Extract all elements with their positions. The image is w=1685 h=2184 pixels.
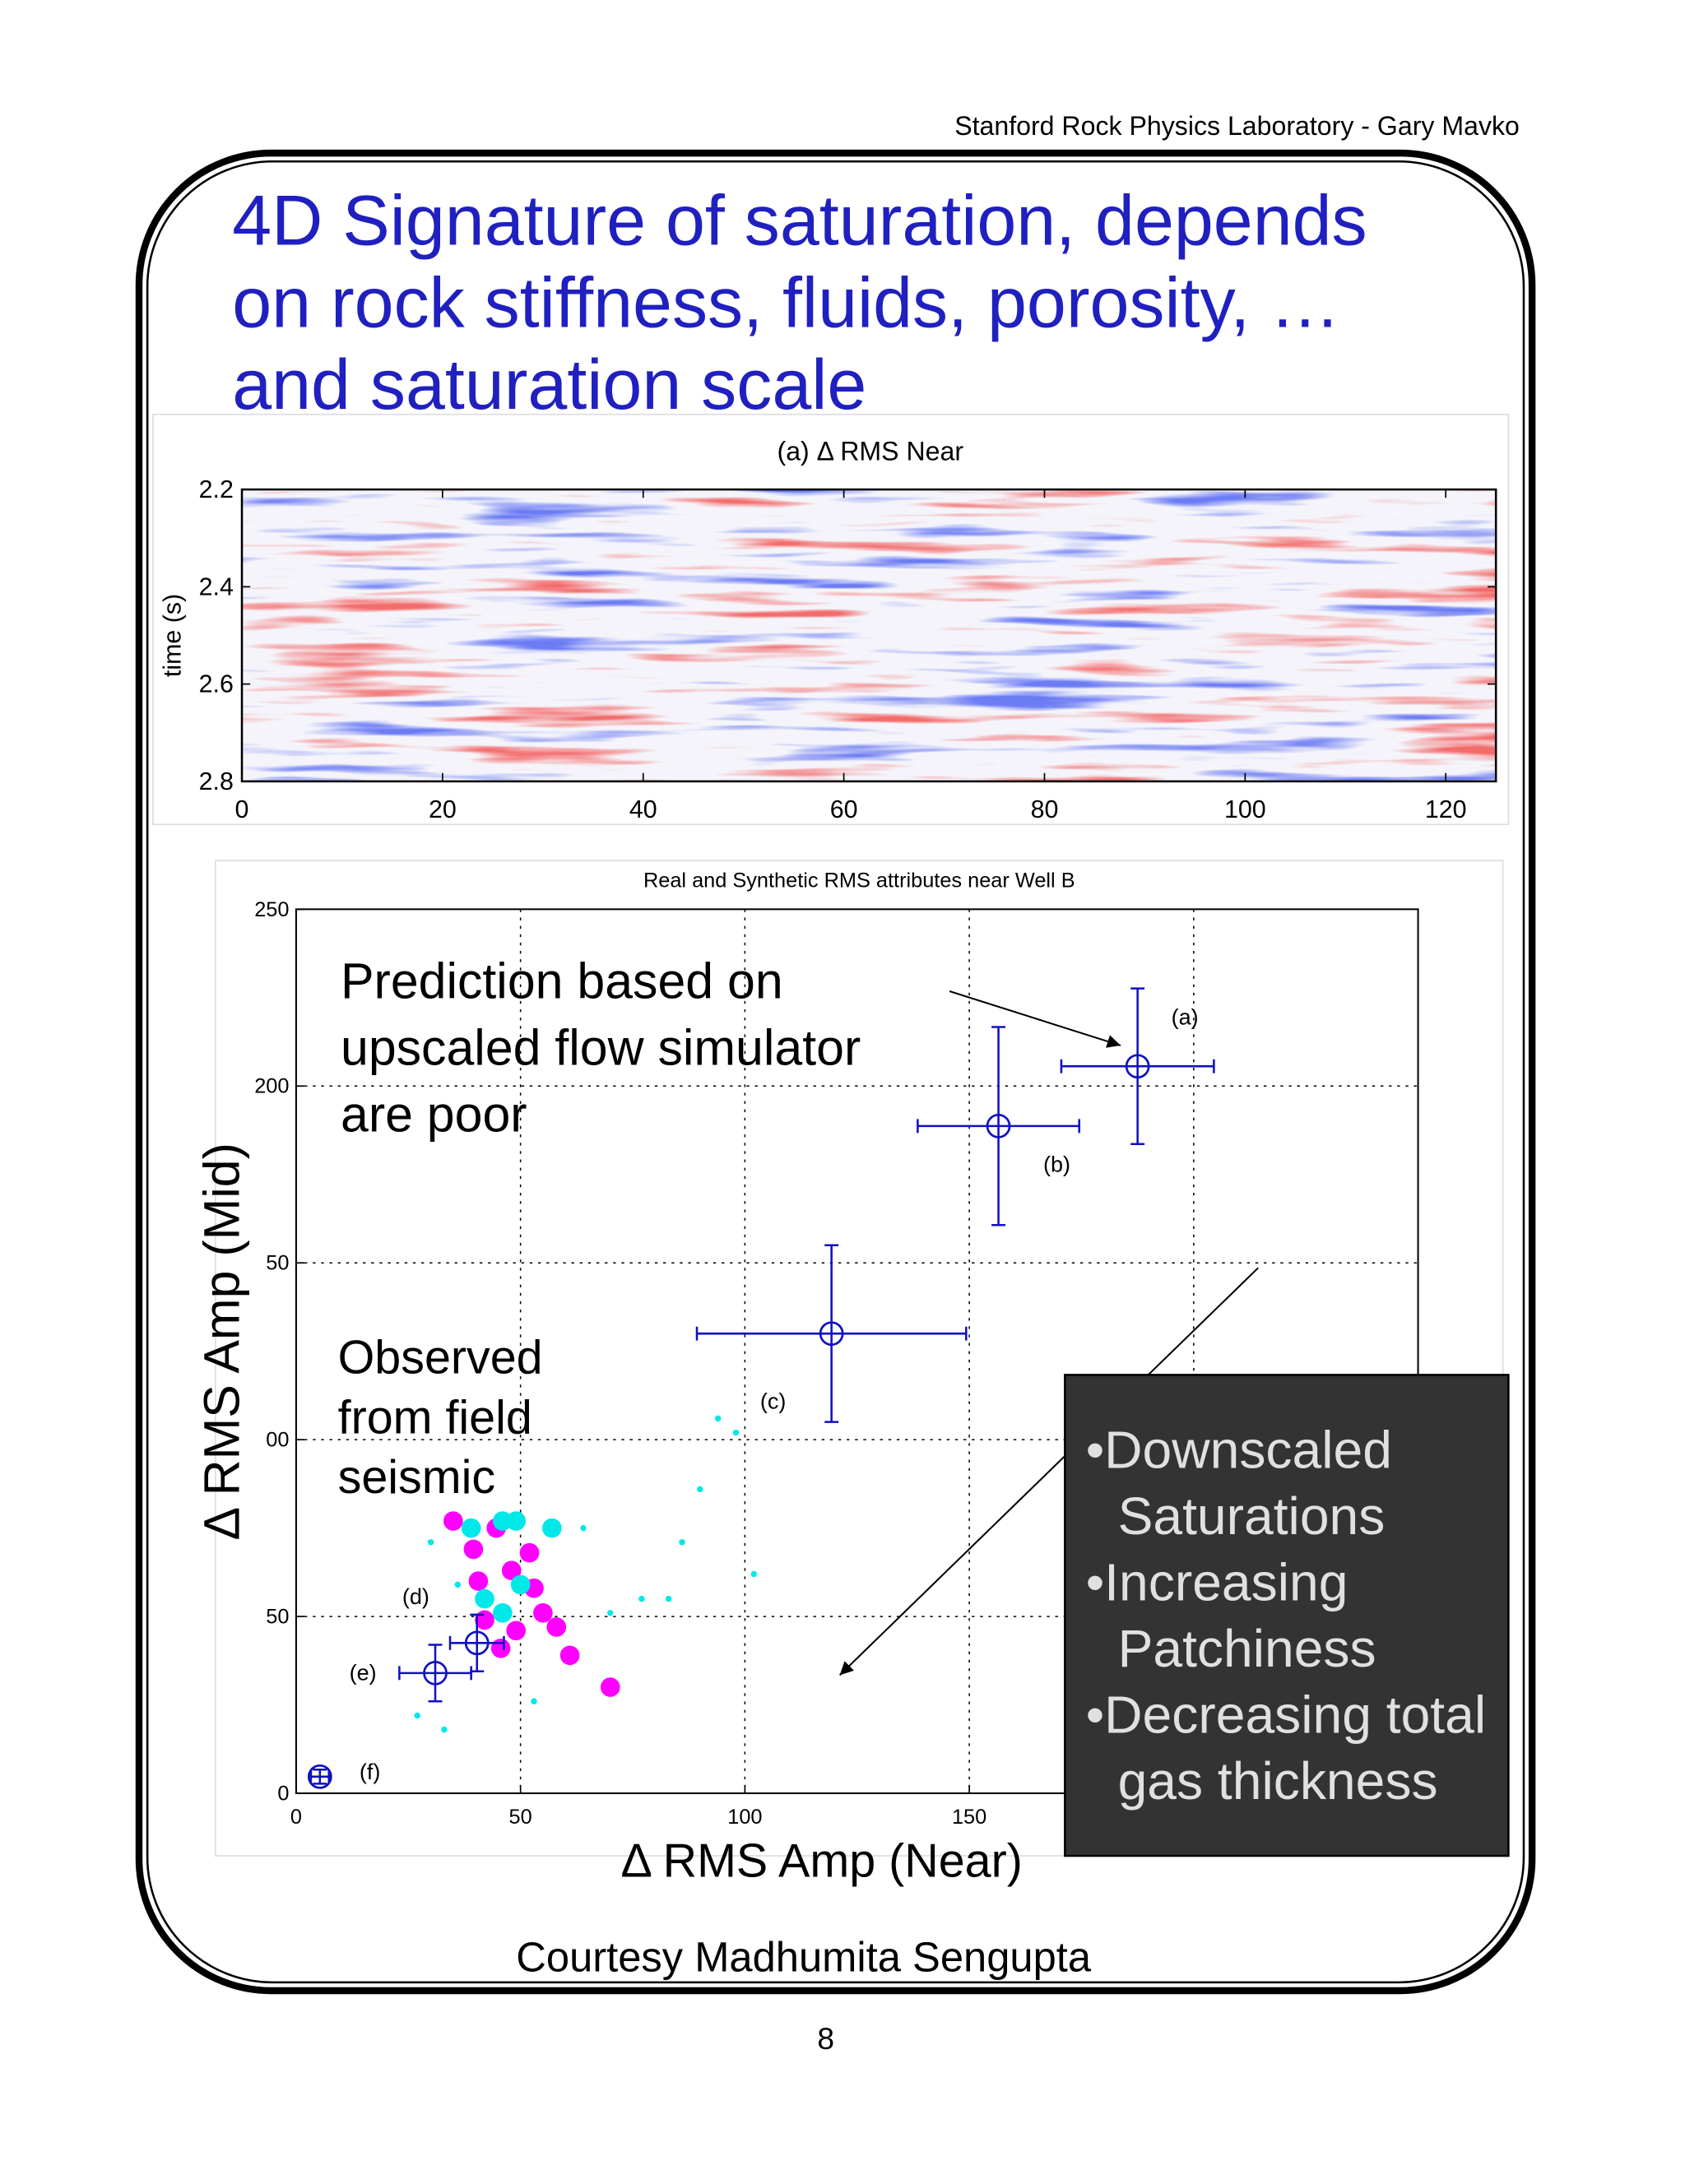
point-label: (d) <box>402 1584 429 1609</box>
y-tick-label: 50 <box>266 1606 289 1629</box>
annotation: seismic <box>338 1451 495 1504</box>
scatter-point <box>506 1511 527 1531</box>
x-tick-label: 40 <box>629 795 657 823</box>
x-tick-label: 50 <box>509 1806 532 1829</box>
scatter-point <box>531 1698 537 1704</box>
scatter-point <box>506 1621 527 1641</box>
callout-text: •Increasing <box>1086 1552 1348 1611</box>
callout-text: Saturations <box>1118 1486 1386 1546</box>
x-tick-label: 100 <box>1224 795 1266 823</box>
annotation: Observed <box>338 1332 543 1384</box>
annotation: Prediction based on <box>341 953 783 1009</box>
title-line: on rock stiffness, fluids, porosity, … <box>232 263 1340 342</box>
scatter-point <box>542 1518 562 1538</box>
annotation: are poor <box>341 1087 527 1143</box>
annotation: upscaled flow simulator <box>341 1020 861 1076</box>
point-marker <box>307 1764 332 1789</box>
callout-layer: •Downscaled Saturations •Increasing Patchin… <box>1086 1421 1486 1811</box>
scatter-point <box>600 1677 620 1697</box>
y-tick-label: 2.6 <box>199 670 234 698</box>
x-tick-label: 100 <box>727 1806 762 1829</box>
header: Stanford Rock Physics Laboratory - Gary … <box>954 111 1520 141</box>
scatter-point <box>519 1542 540 1563</box>
scatter-point <box>493 1511 513 1531</box>
chart-title: Real and Synthetic RMS attributes near W… <box>643 869 1075 892</box>
scatter-point <box>533 1602 553 1623</box>
y-axis-label: time (s) <box>159 594 187 677</box>
scatter-point <box>461 1518 481 1538</box>
axis-label: Δ RMS Amp (Mid) <box>194 1143 250 1540</box>
y-tick-label: 2.8 <box>199 767 234 795</box>
scatter-point <box>665 1595 672 1602</box>
scatter-point <box>697 1486 703 1493</box>
point-label: (b) <box>1043 1152 1070 1177</box>
slide-frame-inner <box>146 160 1525 1984</box>
point-marker <box>464 1630 490 1656</box>
point-label: (e) <box>350 1660 377 1685</box>
x-tick-label: 20 <box>429 795 457 823</box>
point-label: (f) <box>360 1760 381 1784</box>
scatter-point <box>454 1581 462 1588</box>
x-tick-label: 120 <box>1425 795 1467 823</box>
x-tick-label: 150 <box>952 1806 986 1829</box>
scatter-point <box>638 1595 645 1602</box>
x-tick-label: 0 <box>235 795 249 823</box>
scatter-point <box>510 1574 531 1595</box>
chart-title: (a) Δ RMS Near <box>778 437 964 466</box>
callout-text: gas thickness <box>1118 1751 1438 1811</box>
y-tick-label: 250 <box>254 898 289 921</box>
scatter-point <box>468 1571 489 1591</box>
plot-frame <box>240 488 1497 783</box>
x-tick-label: 0 <box>290 1806 302 1829</box>
scatter-point <box>463 1539 484 1560</box>
arrow <box>838 1267 1259 1676</box>
scatter-point <box>607 1610 614 1616</box>
y-tick-label: 50 <box>266 1252 289 1275</box>
point-marker <box>819 1321 844 1347</box>
scatter-point <box>490 1638 511 1658</box>
seismic-texture <box>242 489 1497 781</box>
page-number: 8 <box>817 2021 834 2056</box>
point-label: (a) <box>1172 1005 1199 1030</box>
scatter-point <box>559 1645 580 1666</box>
scatter-point <box>750 1570 758 1578</box>
scatter-point <box>580 1524 587 1532</box>
scatter-point <box>475 1588 494 1609</box>
y-tick-label: 2.2 <box>199 475 234 503</box>
scatter-point <box>493 1602 513 1623</box>
title-line: and saturation scale <box>232 345 866 424</box>
credit: Courtesy Madhumita Sengupta <box>516 1933 1092 1980</box>
callout-text: •Downscaled <box>1086 1421 1392 1480</box>
callout-text: •Decreasing total <box>1086 1685 1486 1744</box>
scatter-point <box>443 1511 463 1531</box>
y-tick-label: 0 <box>277 1782 289 1805</box>
y-tick-label: 00 <box>266 1429 289 1452</box>
callout-text: Patchiness <box>1118 1619 1376 1678</box>
scatter-point <box>732 1429 740 1436</box>
y-tick-label: 200 <box>254 1075 289 1098</box>
title-line: 4D Signature of saturation, depends <box>232 182 1367 261</box>
arrow <box>949 990 1121 1048</box>
annotation: from field <box>338 1391 532 1444</box>
scatter-point <box>414 1712 420 1719</box>
x-tick-label: 60 <box>830 795 858 823</box>
point-label: (c) <box>760 1389 787 1413</box>
scatter-point <box>546 1617 567 1637</box>
axis-label: Δ RMS Amp (Near) <box>620 1834 1022 1887</box>
scatter-point <box>441 1726 448 1733</box>
x-tick-label: 80 <box>1031 795 1059 823</box>
point-marker <box>986 1113 1011 1138</box>
y-tick-label: 2.4 <box>199 573 234 600</box>
callout-box <box>1064 1374 1510 1857</box>
scatter-point <box>501 1560 522 1581</box>
slide-frame <box>135 149 1536 1995</box>
scatter-point <box>427 1539 434 1546</box>
annotation-layer: Δ RMS Amp (Near) Δ RMS Amp (Mid) Predictio… <box>194 953 1023 1887</box>
point-marker <box>1125 1054 1150 1079</box>
point-marker <box>423 1660 448 1686</box>
scatter-point <box>714 1415 722 1422</box>
scatter-point <box>679 1539 685 1546</box>
